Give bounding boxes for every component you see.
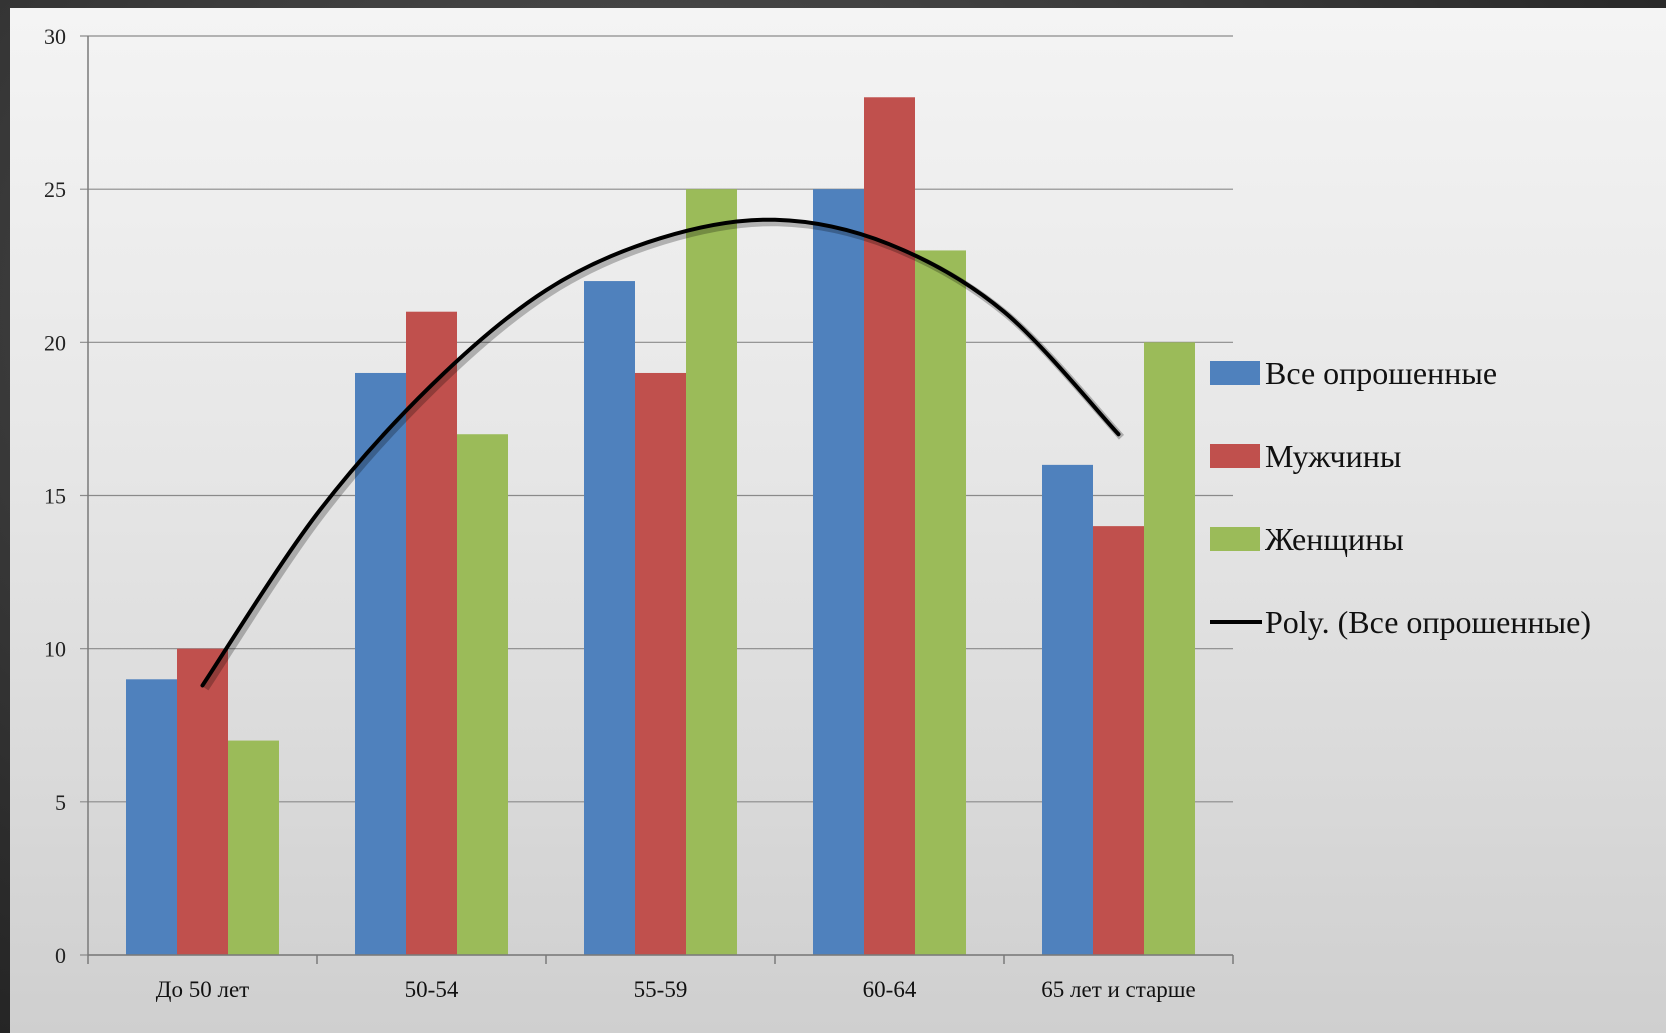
bar	[864, 97, 915, 956]
x-category-label: До 50 лет	[156, 977, 249, 1002]
legend-label: Poly. (Все опрошенные)	[1265, 604, 1591, 640]
bar	[406, 311, 457, 955]
bar	[1042, 464, 1093, 955]
bar	[584, 281, 635, 956]
bar	[635, 372, 686, 955]
bar	[1144, 342, 1195, 955]
x-category-label: 65 лет и старше	[1041, 977, 1195, 1002]
bar	[686, 189, 737, 955]
bars	[126, 97, 1195, 956]
bar	[915, 250, 966, 955]
bar	[457, 434, 508, 955]
legend-label: Все опрошенные	[1265, 355, 1497, 391]
x-axis-labels: До 50 лет 50-54 55-59 60-64 65 лет и старше	[156, 977, 1196, 1002]
bar	[126, 679, 177, 955]
y-tick-label: 5	[55, 790, 66, 815]
bar	[1093, 526, 1144, 955]
y-tick-label: 30	[44, 24, 66, 49]
legend-label: Мужчины	[1265, 438, 1401, 474]
legend-label: Женщины	[1265, 521, 1404, 557]
y-axis-ticks: 0 5 10 15 20 25 30	[44, 24, 66, 968]
legend-swatch	[1210, 361, 1260, 385]
bar	[813, 189, 864, 955]
y-tick-label: 0	[55, 943, 66, 968]
y-tick-label: 20	[44, 330, 66, 355]
y-tick-label: 10	[44, 637, 66, 662]
y-tick-label: 25	[44, 177, 66, 202]
legend-swatch	[1210, 444, 1260, 468]
axes	[87, 36, 1234, 964]
legend-swatch	[1210, 527, 1260, 551]
trendline	[200, 217, 1125, 691]
y-tick-label: 15	[44, 484, 66, 509]
trendline-curve	[200, 217, 1121, 688]
x-category-label: 60-64	[863, 977, 917, 1002]
bar	[177, 648, 228, 955]
x-category-label: 55-59	[634, 977, 688, 1002]
x-category-label: 50-54	[405, 977, 459, 1002]
legend: Все опрошенные Мужчины Женщины Poly. (Все о…	[1210, 355, 1591, 640]
bar	[228, 740, 279, 955]
bar	[355, 372, 406, 955]
